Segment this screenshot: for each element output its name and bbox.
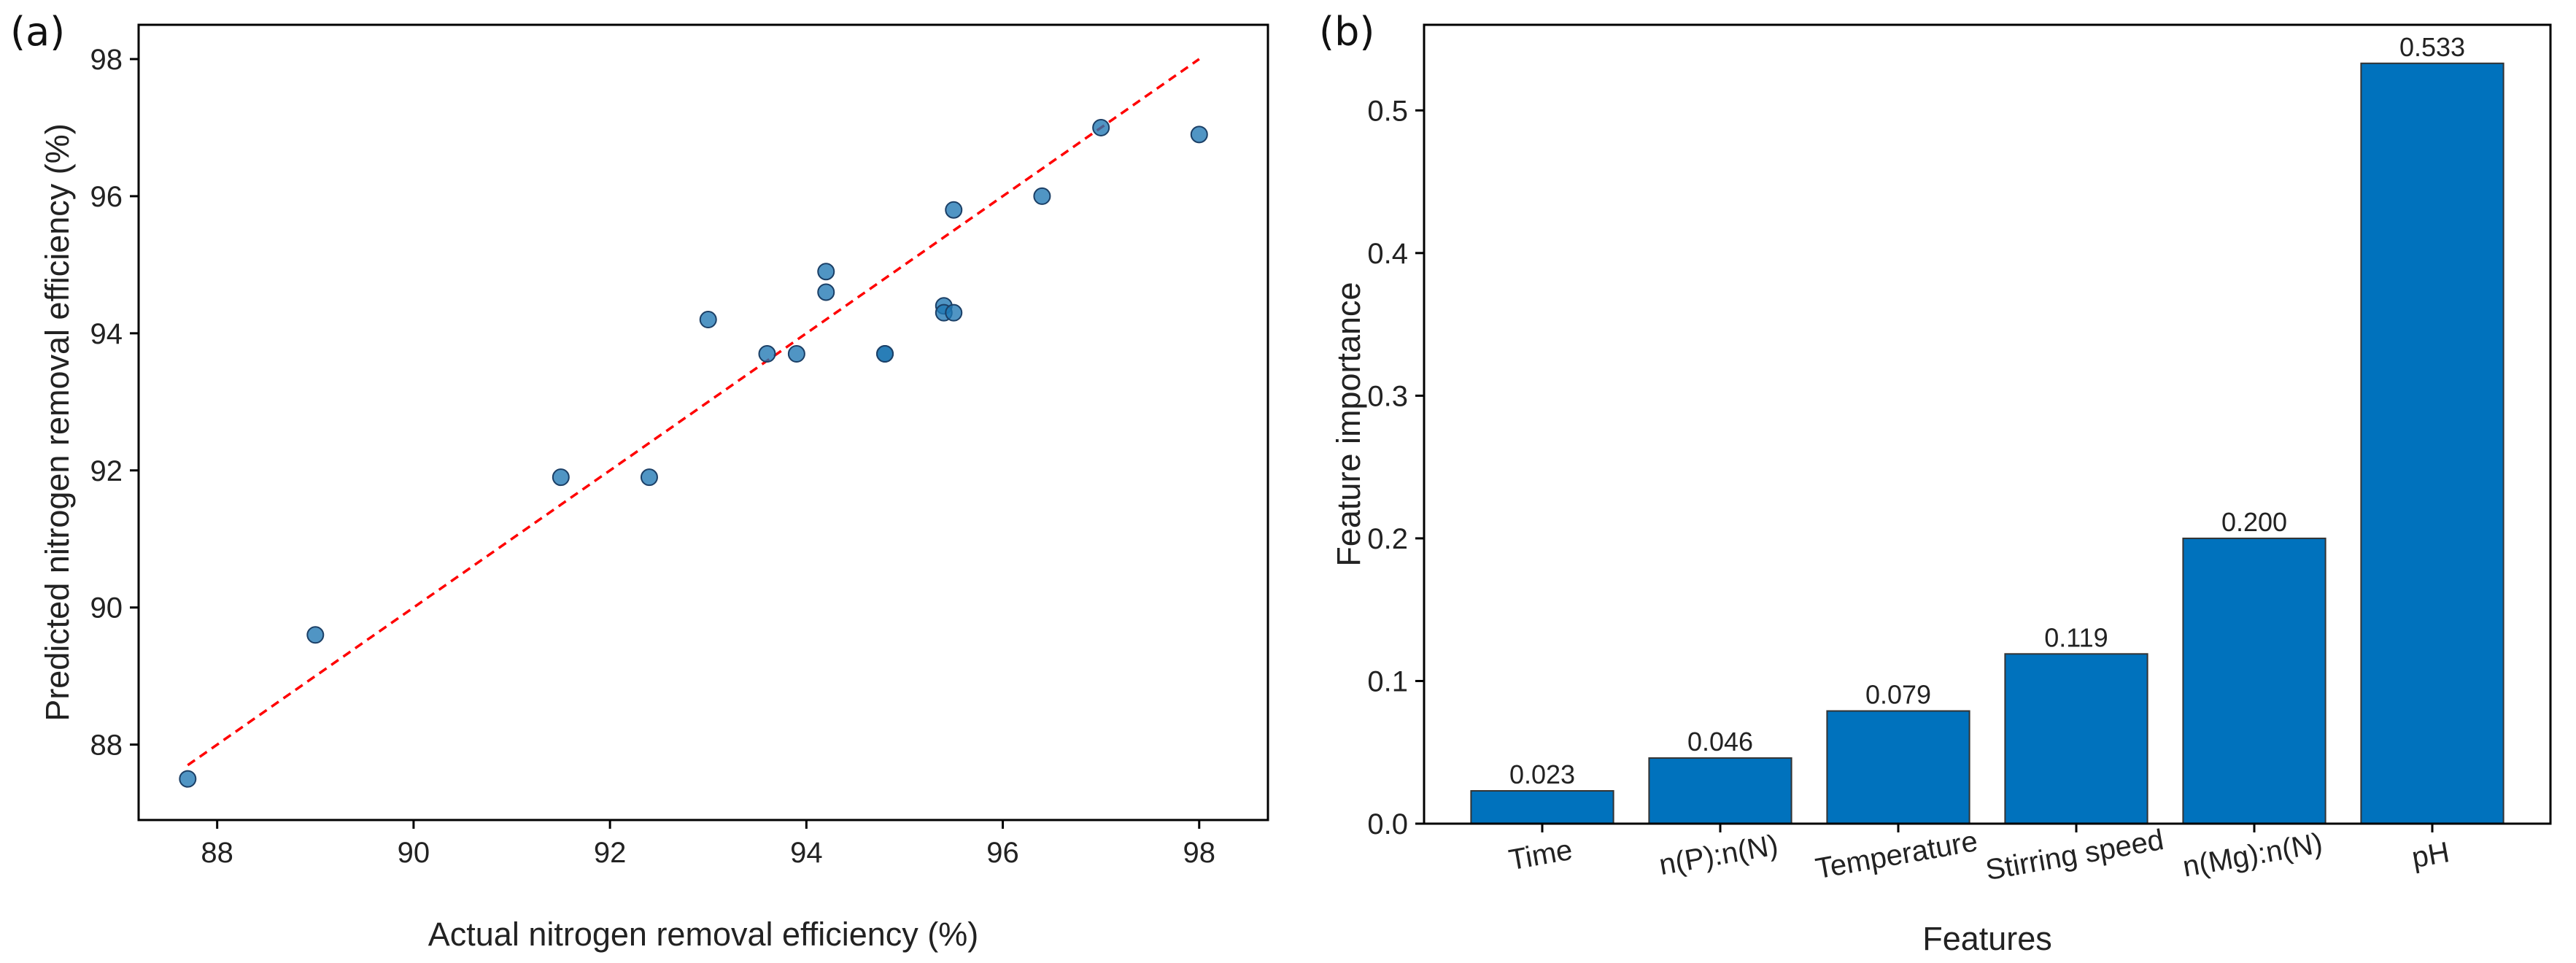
scatter-y-ticks: 88 90 92 94 96 98 [90, 44, 139, 762]
x-tick-label: Temperature [1813, 825, 1980, 885]
bar [1826, 710, 1970, 825]
bar [2182, 537, 2326, 825]
bar-value-label: 0.023 [1509, 759, 1575, 789]
scatter-point [552, 468, 570, 487]
y-tick-label: 0.1 [1367, 665, 1408, 697]
bar-y-axis-label: Feature importance [1330, 282, 1367, 566]
scatter-point [817, 263, 835, 281]
x-tick-label: 90 [398, 837, 430, 869]
scatter-point [179, 770, 197, 788]
bar [2004, 653, 2148, 824]
bar-x-axis-label: Features [1922, 920, 2052, 957]
bar-plot-frame [1423, 23, 2552, 825]
x-tick-label: 94 [790, 837, 823, 869]
bar [1648, 757, 1792, 825]
x-tick-label: Time [1506, 834, 1575, 877]
scatter-y-axis-label: Predicted nitrogen removal efficiency (%… [39, 123, 76, 722]
x-tick-label: n(Mg):n(N) [2181, 827, 2325, 883]
scatter-point [758, 345, 776, 363]
bar-value-label: 0.200 [2221, 507, 2287, 537]
scatter-point [640, 468, 658, 487]
y-tick-label: 90 [90, 592, 123, 624]
scatter-point [1033, 187, 1051, 205]
scatter-point [787, 345, 805, 363]
scatter-panel: (a) 88 90 92 94 96 98 88 90 92 94 96 98 Actual nit… [10, 9, 1269, 953]
bar-x-ticks: Time n(P):n(N) Temperature Stirring speed n(… [1506, 824, 2452, 886]
x-tick-label: pH [2410, 836, 2452, 874]
bar-value-label: 0.079 [1865, 680, 1931, 710]
scatter-point [1190, 125, 1208, 144]
bar-value-label: 0.046 [1687, 727, 1753, 757]
y-tick-label: 98 [90, 44, 123, 76]
scatter-x-ticks: 88 90 92 94 96 98 [201, 820, 1215, 869]
scatter-x-axis-label: Actual nitrogen removal efficiency (%) [428, 916, 979, 953]
x-tick-label: 98 [1183, 837, 1216, 869]
y-tick-label: 0.0 [1367, 808, 1408, 840]
bar [2360, 62, 2505, 824]
scatter-plot-frame [137, 23, 1269, 821]
scatter-point [876, 345, 894, 363]
y-tick-label: 0.4 [1367, 238, 1408, 270]
y-tick-label: 96 [90, 181, 123, 213]
bar-y-ticks: 0.0 0.1 0.2 0.3 0.4 0.5 [1367, 95, 1424, 840]
y-tick-label: 0.3 [1367, 380, 1408, 412]
y-tick-label: 0.2 [1367, 523, 1408, 555]
panel-a-label: (a) [10, 9, 65, 55]
x-tick-label: 88 [201, 837, 233, 869]
y-tick-label: 92 [90, 455, 123, 487]
identity-reference-line [187, 58, 1200, 767]
bar [1470, 790, 1614, 824]
scatter-point [945, 303, 963, 322]
y-tick-label: 88 [90, 730, 123, 762]
x-tick-label: n(P):n(N) [1657, 829, 1781, 881]
scatter-point [699, 311, 717, 329]
y-tick-label: 0.5 [1367, 95, 1408, 127]
scatter-point [817, 283, 835, 301]
bar-value-label: 0.533 [2399, 32, 2465, 62]
y-tick-label: 94 [90, 318, 123, 350]
scatter-point [1092, 118, 1110, 136]
bar-series: 0.023 0.046 0.079 0.119 0.200 0.533 [1470, 32, 2505, 825]
x-tick-label: Stirring speed [1983, 824, 2166, 886]
bar-value-label: 0.119 [2044, 622, 2108, 652]
x-tick-label: 96 [986, 837, 1019, 869]
panel-b-label: (b) [1319, 9, 1374, 55]
x-tick-label: 92 [594, 837, 627, 869]
scatter-points [179, 118, 1208, 788]
scatter-point [945, 201, 963, 219]
scatter-point [306, 626, 325, 644]
bar-panel: (b) 0.023 0.046 0.079 0.119 0.200 0.533 Time n… [1319, 9, 2552, 957]
